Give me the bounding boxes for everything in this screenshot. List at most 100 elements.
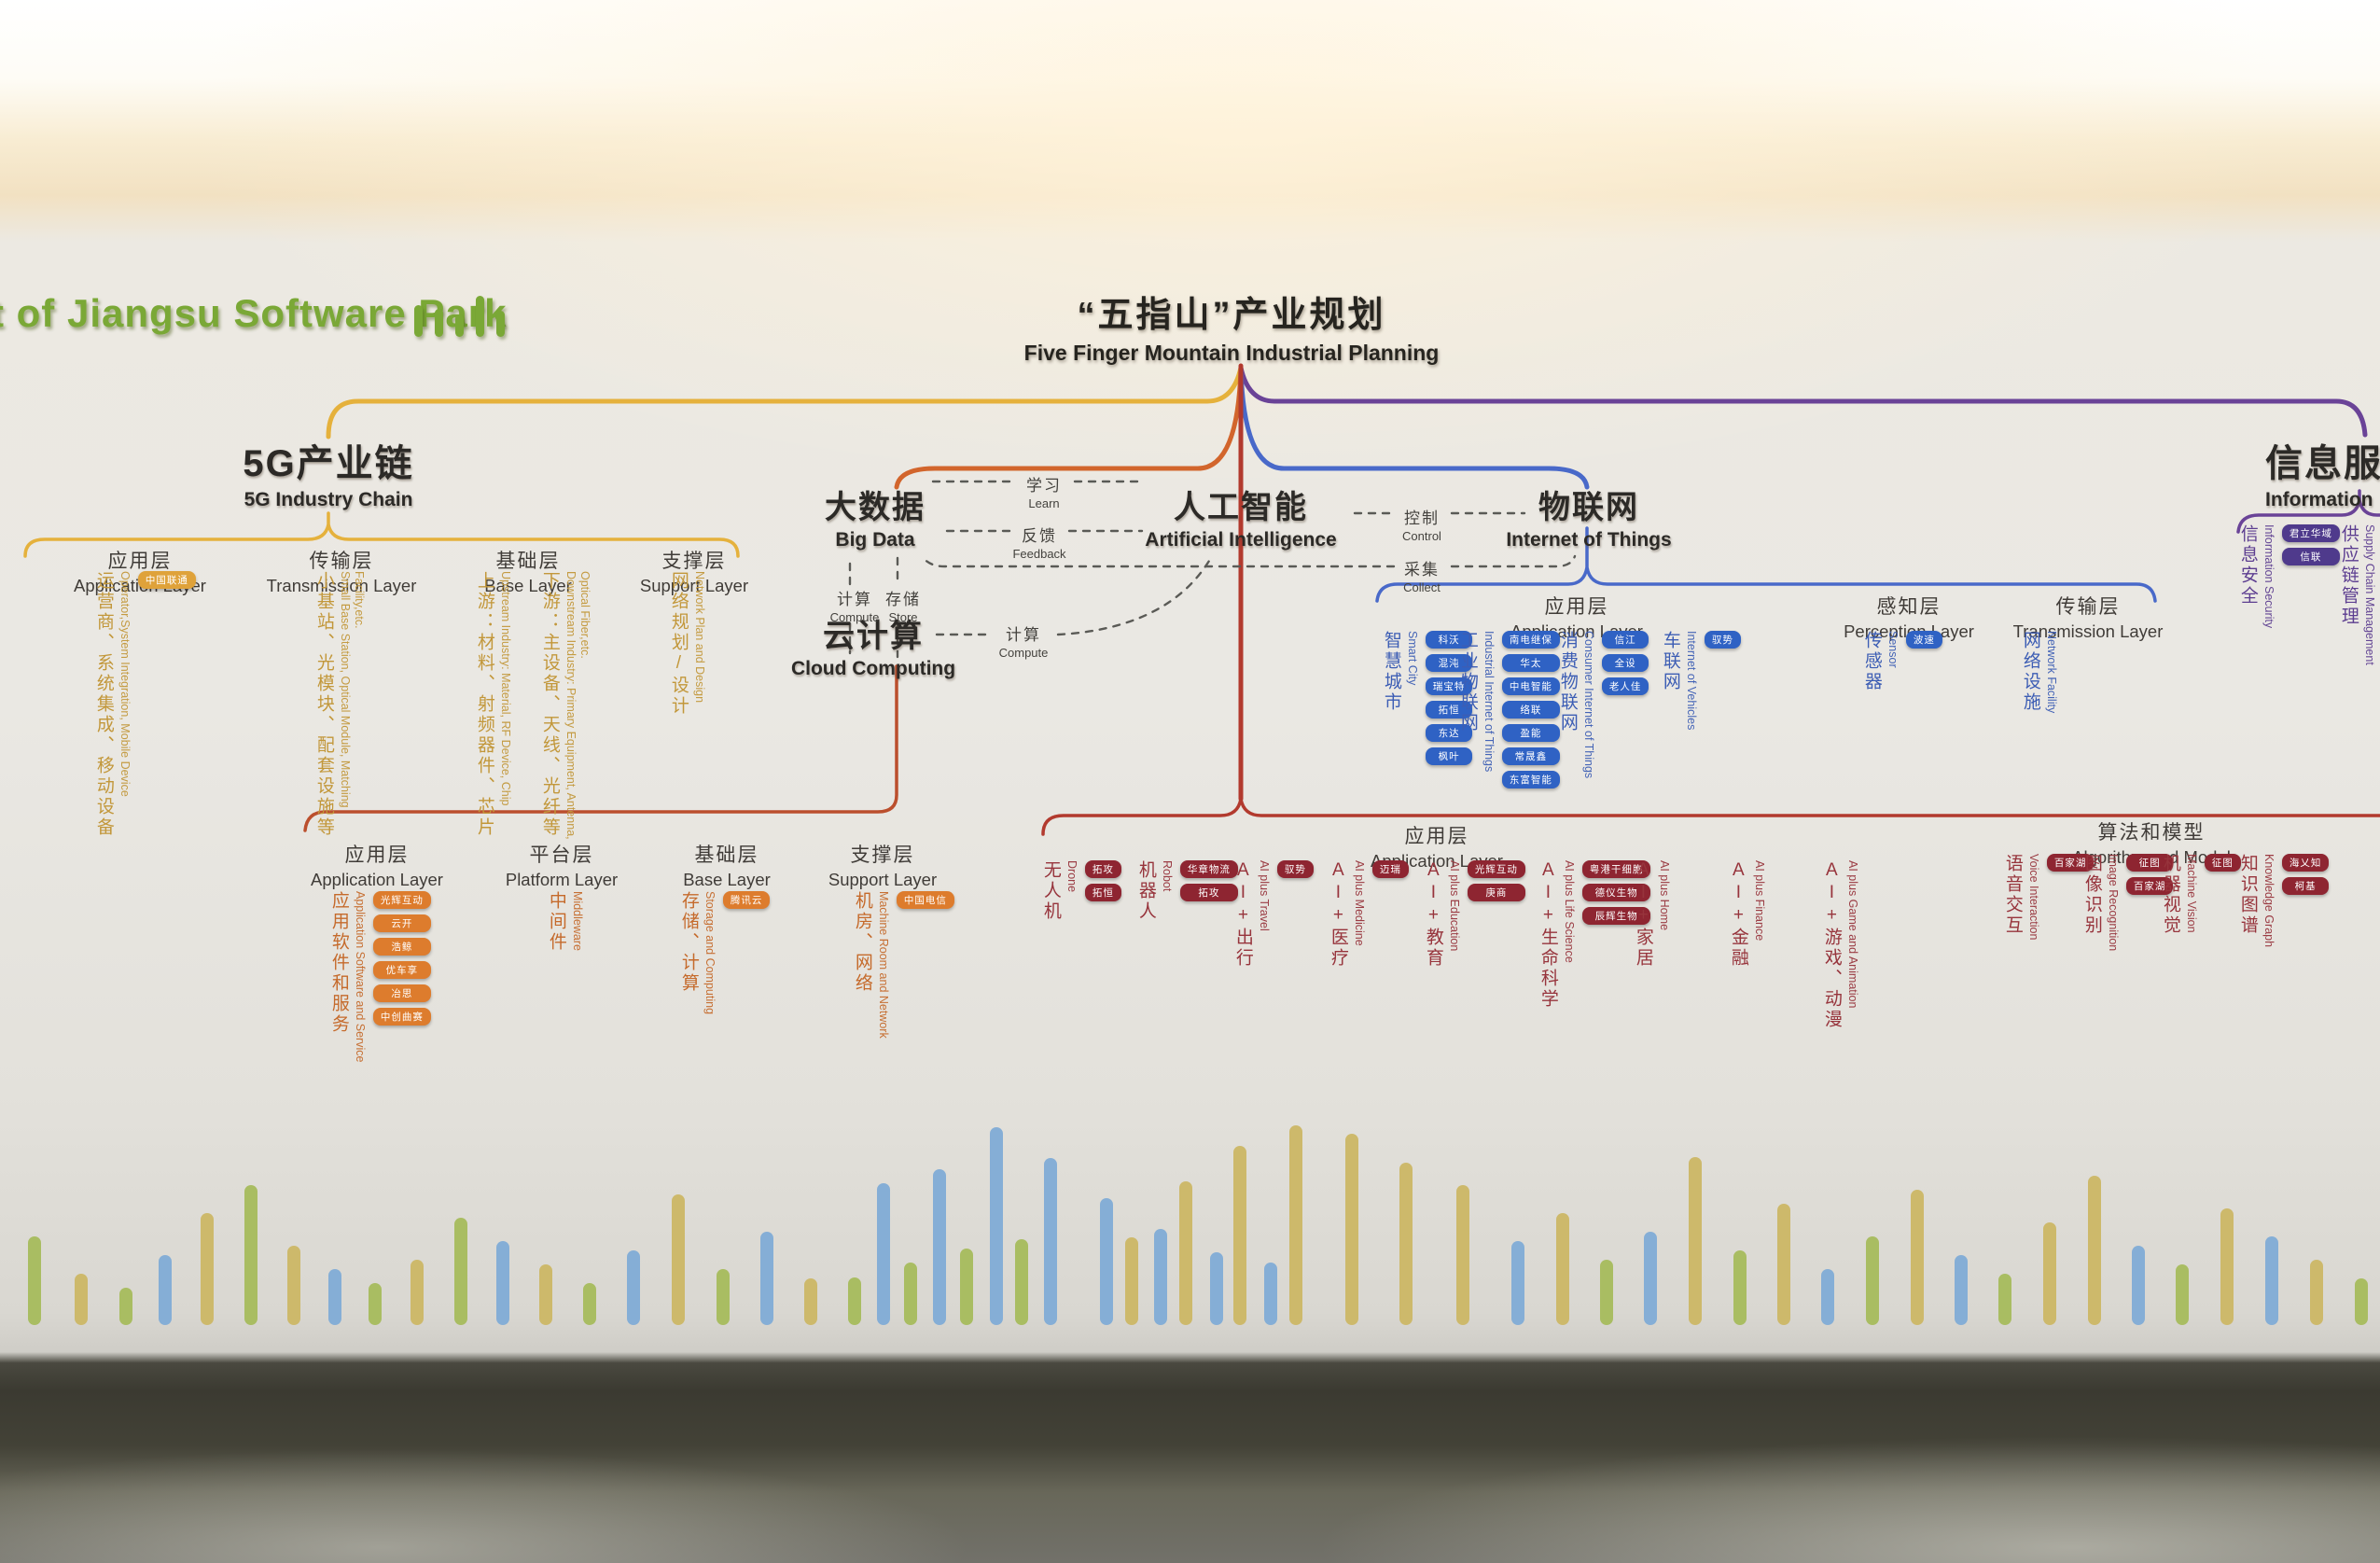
decor-bar [2355, 1278, 2368, 1325]
wall-title-en: Five Finger Mountain Industrial Planning [1023, 341, 1440, 365]
industry-group-g5: 小基站、光模块、配套设施等 Small Base Station, Optical… [313, 571, 366, 846]
company-tag: 南电继保 [1501, 631, 1560, 649]
industry-label-en: Middleware [570, 891, 584, 951]
layer-header-en: Support Layer [639, 576, 749, 595]
company-tag: 华章物流 [1179, 860, 1238, 878]
industry-label-zh: AI+金融 [1728, 860, 1748, 969]
layer-header-zh: 应用层 [1544, 596, 1609, 618]
decor-bar [328, 1269, 341, 1325]
layer-header-en: Support Layer [828, 870, 938, 889]
industry-label-en: AI plus Home [1657, 860, 1671, 931]
company-tag-list: 征图 百家湖 [2125, 854, 2174, 895]
company-tag: 拓攻 [1084, 860, 1121, 878]
industry-group-g5: 上游：材料、射频器件、芯片 Upstream Industry: Material… [474, 571, 512, 838]
node-bigdata-en: Big Data [835, 529, 915, 551]
decor-bar [1644, 1232, 1657, 1325]
industry-group-ai: AI+教育 AI plus Education 光辉互动 庚商 [1423, 860, 1525, 969]
brace-info [2236, 489, 2380, 534]
company-tag: 拓攻 [1179, 884, 1238, 901]
decor-bar [960, 1249, 973, 1325]
node-ai-zh: 人工智能 [1173, 490, 1308, 525]
industry-label-en: Machine Vision [2184, 854, 2198, 933]
industry-label-en: AI plus Travel [1257, 860, 1271, 931]
decor-bar [1777, 1204, 1790, 1325]
decor-bar [2265, 1236, 2278, 1325]
company-tag-list: 驭势 [1704, 631, 1741, 649]
park-sign-bar [496, 311, 505, 337]
industry-label-en: AI plus Game and Animation [1845, 860, 1859, 1009]
industry-group-ai: AI+游戏、动漫 AI plus Game and Animation [1821, 860, 1859, 1030]
company-tag: 驭势 [1276, 860, 1314, 878]
company-tag: 优车享 [372, 961, 431, 979]
park-sign-bar [414, 305, 423, 337]
decor-bar [1998, 1274, 2011, 1325]
company-tag-list: 驭势 [1276, 860, 1314, 878]
decor-bar [1556, 1213, 1569, 1325]
flow-store-en: Store [888, 610, 918, 624]
industry-group-algo: 机器视觉 Machine Vision 征图 [2160, 854, 2241, 936]
layer-header-cloud: 应用层 Application Layer [311, 840, 443, 890]
industry-group-info: 信息安全 Information Security 君立华域 信联 [2237, 524, 2340, 628]
decor-bar [1911, 1190, 1924, 1325]
industry-label-zh: 智慧城市 [1381, 631, 1401, 713]
node-5g-zh: 5G产业链 [243, 443, 414, 484]
company-tag: 中国联通 [137, 571, 196, 589]
industry-label-en: Storage and Computing [703, 891, 717, 1015]
node-cloud-zh: 云计算 [823, 619, 924, 654]
flow-control-zh: 控制 [1403, 509, 1440, 527]
company-tag: 迈瑞 [1371, 860, 1409, 878]
decor-bar [877, 1183, 890, 1325]
industry-label-en: Industrial Internet of Things [1482, 631, 1496, 773]
company-tag: 波速 [1905, 631, 1942, 649]
industry-label-zh: 小基站、光模块、配套设施等 [313, 571, 334, 838]
industry-label-zh: 网络规划/设计 [668, 571, 689, 717]
industry-label-en: AI plus Education [1447, 860, 1461, 952]
company-tag: 德仪生物 [1581, 884, 1651, 901]
flow-cloud-compute: 计算 Compute [999, 621, 1049, 660]
industry-group-iot: 消费物联网 Consumer Internet of Things 信江 全设 老人佳 [1557, 631, 1649, 778]
layer-header-iot: 传输层 Transmission Layer [2013, 592, 2164, 642]
layer-header-zh: 应用层 [107, 551, 173, 572]
industry-label-zh: 语音交互 [2002, 854, 2023, 936]
decor-bar [1179, 1181, 1192, 1325]
industry-label-zh: AI+游戏、动漫 [1821, 860, 1842, 1030]
industry-label-zh: 上游：材料、射频器件、芯片 [474, 571, 494, 838]
flow-learn-en: Learn [1028, 496, 1060, 510]
decor-bar [287, 1246, 300, 1325]
company-tag: 粤港干细胞 [1581, 860, 1651, 878]
flow-cloud-compute-en: Compute [998, 646, 1049, 660]
industry-label-zh: 机器人 [1135, 860, 1156, 922]
industry-label-en: Internet of Vehicles [1684, 631, 1698, 731]
decor-bar [1289, 1125, 1302, 1325]
decor-bar [1955, 1255, 1968, 1325]
decor-bar [1399, 1163, 1413, 1325]
company-tag: 拓恒 [1084, 884, 1121, 901]
branch-5g [326, 365, 1244, 440]
layer-header-en: Base Layer [683, 870, 771, 889]
flow-feedback-en: Feedback [1012, 547, 1066, 561]
decor-bar [159, 1255, 172, 1325]
company-tag-list: 光辉互动 云开 浩鲸 优车享 冶思 中创曲赛 [372, 891, 431, 1026]
decor-bar [2088, 1176, 2101, 1325]
park-sign-bar [435, 309, 443, 337]
decor-bar [369, 1283, 382, 1325]
layer-header-zh: 应用层 [1404, 826, 1469, 847]
industry-label-en: Smart City [1405, 631, 1419, 686]
node-info-en: Information [2265, 489, 2373, 510]
industry-label-en: Application Software and Service [353, 891, 367, 1063]
flow-feedback-zh: 反馈 [1022, 527, 1057, 545]
industry-label-en: Upstream Industry: Material, RF Device, … [498, 571, 512, 806]
company-tag-list: 中国电信 [896, 891, 954, 909]
company-tag-list: 南电继保 华太 中电智能 络联 盈能 常晟鑫 东富智能 [1501, 631, 1560, 788]
company-tag: 征图 [2125, 854, 2174, 872]
park-sign: t of Jiangsu Software Park [0, 291, 507, 336]
node-big-data: 大数据 Big Data [825, 481, 926, 551]
layer-header-cloud: 支撑层 Support Layer [828, 840, 937, 890]
industry-label-en: Operator,System Integration, Mobile Devi… [118, 571, 132, 797]
company-tag: 浩鲸 [372, 938, 431, 956]
industry-label-en: Robot [1160, 860, 1174, 892]
industry-group-ai: AI+生命科学 AI plus Life Science 粤港干细胞 德仪生物 辰辉生物 [1538, 860, 1651, 1010]
company-tag: 全设 [1601, 654, 1649, 672]
industry-label-zh: 应用软件和服务 [328, 891, 349, 1035]
